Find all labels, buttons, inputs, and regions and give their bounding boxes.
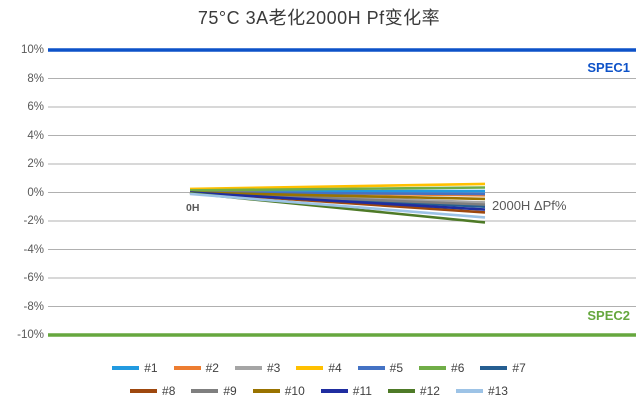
legend-label: #13	[487, 384, 508, 398]
legend-label: #7	[512, 361, 526, 375]
series-line-11	[189, 191, 486, 211]
series-line-13	[189, 192, 486, 219]
legend-swatch	[387, 389, 415, 393]
legend-item-3: #3	[234, 361, 281, 375]
spec1-label: SPEC1	[587, 60, 630, 75]
y-tick-label: -6%	[23, 272, 44, 284]
legend-swatch	[191, 389, 219, 393]
legend-label: #10	[284, 384, 305, 398]
series-line-10	[189, 191, 486, 201]
series-end-annotation: 2000H ΔPf%	[492, 198, 567, 213]
legend-label: #6	[451, 361, 465, 375]
chart-title: 75°C 3A老化2000H Pf变化率	[197, 8, 441, 28]
y-tick-label: 8%	[27, 72, 44, 85]
y-tick-label: -4%	[23, 243, 44, 256]
legend-item-4: #4	[296, 361, 342, 375]
legend-row-2: #8 #9 #10 #11 #12 #13	[0, 382, 638, 400]
legend-item-9: #9	[191, 384, 237, 398]
legend-swatch	[320, 389, 348, 393]
legend-swatch	[234, 366, 262, 370]
spec2-label: SPEC2	[587, 308, 630, 323]
legend-label: #5	[389, 361, 404, 375]
legend-swatch	[455, 389, 483, 393]
legend-label: #9	[223, 384, 237, 398]
legend-swatch	[480, 366, 508, 370]
y-tick-label: -2%	[23, 215, 44, 227]
series-line-4	[189, 182, 486, 191]
legend-swatch	[130, 389, 158, 393]
legend-label: #8	[162, 384, 176, 398]
y-tick-label: 6%	[27, 101, 44, 113]
legend-item-6: #6	[419, 361, 464, 375]
legend-swatch	[173, 366, 201, 370]
legend-item-10: #10	[252, 384, 305, 398]
legend-swatch	[296, 366, 324, 370]
legend-swatch	[419, 366, 447, 370]
legend-label: #12	[419, 384, 440, 398]
legend-item-11: #11	[320, 384, 372, 398]
legend-swatch	[357, 366, 385, 370]
y-tick-label: 4%	[27, 129, 44, 142]
legend-item-8: #8	[130, 384, 175, 398]
legend-label: #3	[266, 361, 281, 375]
y-tick-label: -10%	[17, 329, 44, 341]
y-tick-label: 2%	[27, 158, 44, 170]
legend-item-13: #13	[455, 384, 508, 398]
legend-label: #2	[205, 361, 219, 375]
legend-item-2: #2	[173, 361, 219, 375]
legend-label: #4	[328, 361, 342, 375]
legend-item-12: #12	[387, 384, 440, 398]
x-start-annotation: 0H	[186, 202, 200, 214]
legend-item-1: #1	[112, 361, 158, 375]
legend-swatch	[112, 366, 140, 370]
legend-swatch	[252, 389, 280, 393]
y-tick-label: -8%	[23, 300, 44, 313]
legend-label: #11	[352, 384, 372, 398]
y-tick-label: 10%	[20, 44, 44, 56]
series-line-6	[189, 186, 486, 192]
legend-item-5: #5	[357, 361, 404, 375]
legend-row-1: #1 #2 #3 #4 #5 #6 #7	[0, 359, 638, 377]
legend-item-7: #7	[480, 361, 526, 375]
y-tick-label: 0%	[27, 186, 44, 199]
legend-label: #1	[144, 361, 158, 375]
